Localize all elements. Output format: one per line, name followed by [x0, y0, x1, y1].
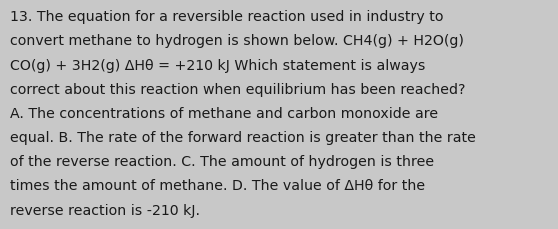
Text: of the reverse reaction. C. The amount of hydrogen is three: of the reverse reaction. C. The amount o… [10, 155, 434, 169]
Text: A. The concentrations of methane and carbon monoxide are: A. The concentrations of methane and car… [10, 106, 438, 120]
Text: correct about this reaction when equilibrium has been reached?: correct about this reaction when equilib… [10, 82, 465, 96]
Text: convert methane to hydrogen is shown below. CH4(g) + H2O(g): convert methane to hydrogen is shown bel… [10, 34, 464, 48]
Text: CO(g) + 3H2(g) ΔHθ = +210 kJ Which statement is always: CO(g) + 3H2(g) ΔHθ = +210 kJ Which state… [10, 58, 425, 72]
Text: equal. B. The rate of the forward reaction is greater than the rate: equal. B. The rate of the forward reacti… [10, 131, 476, 144]
Text: reverse reaction is -210 kJ.: reverse reaction is -210 kJ. [10, 203, 200, 217]
Text: 13. The equation for a reversible reaction used in industry to: 13. The equation for a reversible reacti… [10, 10, 444, 24]
Text: times the amount of methane. D. The value of ΔHθ for the: times the amount of methane. D. The valu… [10, 179, 425, 193]
